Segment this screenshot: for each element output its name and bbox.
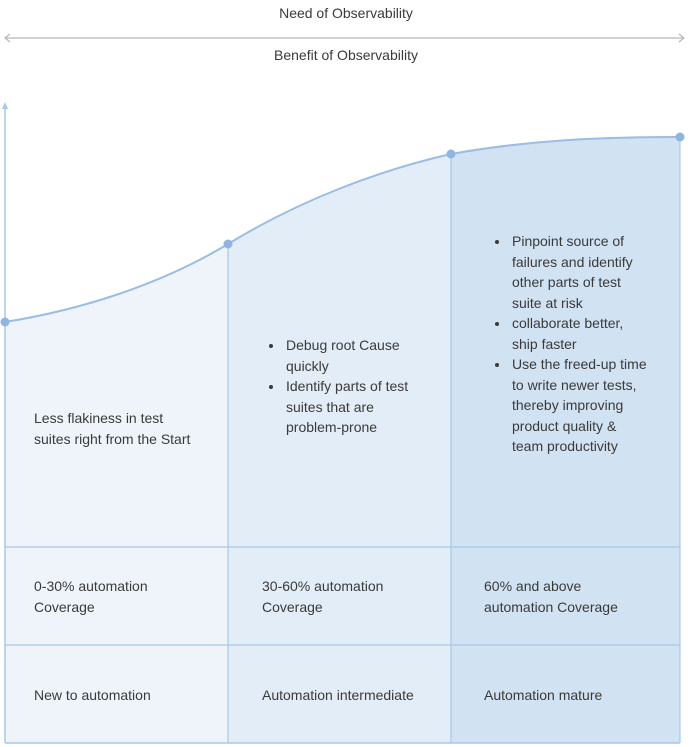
curve-point-icon — [446, 149, 456, 159]
stage-1-benefit: Less flakiness in test suites right from… — [34, 408, 190, 449]
curve-point-icon — [0, 317, 10, 327]
need-of-observability-label: Need of Observability — [279, 5, 413, 21]
stage-2-area — [228, 154, 451, 743]
stage-1-area — [5, 244, 228, 743]
curve-point-icon — [675, 132, 685, 142]
double-headed-arrow-icon — [4, 33, 685, 43]
stage-3-maturity: Automation mature — [484, 687, 603, 703]
stage-2-coverage: 30-60% automation Coverage — [262, 578, 384, 615]
stage-3-area — [451, 137, 680, 743]
observability-curve — [4, 136, 681, 323]
benefit-bullet: collaborate better,ship faster — [510, 313, 695, 354]
vertical-axis-arrow-icon — [2, 102, 8, 743]
benefit-line: Less flakiness in test — [34, 410, 164, 426]
benefit-of-observability-label: Benefit of Observability — [274, 47, 418, 63]
stage-3-coverage: 60% and above automation Coverage — [484, 578, 618, 615]
curve-point-icon — [223, 239, 233, 249]
stage-2-maturity: Automation intermediate — [262, 687, 414, 703]
stage-1-coverage: 0-30% automation Coverage — [34, 578, 148, 615]
stage-1-maturity: New to automation — [34, 687, 151, 703]
benefit-line: suites right from the Start — [34, 430, 191, 447]
